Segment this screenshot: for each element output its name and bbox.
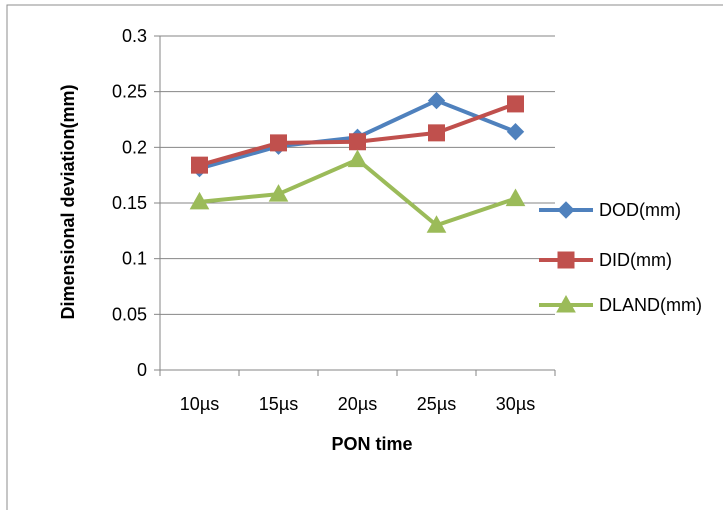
legend-marker [557,201,575,219]
series-did-mm [191,95,524,174]
data-point [506,123,525,141]
y-tick-label: 0 [137,360,147,380]
data-point [505,188,526,207]
y-axis-title: Dimensional deviation(mm) [58,84,78,319]
legend: DOD(mm) DID(mm) DLAND(mm) [539,200,702,315]
legend-label: DID(mm) [599,250,672,270]
chart-border [6,4,723,515]
x-tick-label: 20µs [338,394,377,414]
data-point [507,95,524,113]
x-tick-label: 10µs [180,394,219,414]
axes: 0 0.05 0.1 0.15 0.2 0.25 0.3 10µs 15µs 20µs 25µs 30… [112,26,556,414]
legend-item: DLAND(mm) [539,294,702,315]
y-tick-label: 0.2 [122,137,147,157]
y-tick-label: 0.3 [122,26,147,46]
x-tick-label: 30µs [496,394,535,414]
data-point [268,184,289,202]
legend-item: DID(mm) [539,250,672,270]
legend-label: DLAND(mm) [599,295,702,315]
y-tick-label: 0.15 [112,193,147,213]
data-point [349,133,366,151]
y-tick-label: 0.1 [122,249,147,269]
data-point [427,91,446,110]
x-tick-label: 15µs [259,394,298,414]
series-lines [189,91,526,233]
x-tick-label: 25µs [417,394,456,414]
y-tick-label: 0.05 [112,304,147,324]
data-point [191,156,208,174]
legend-marker [556,294,576,313]
gridlines [160,35,555,315]
data-point [428,124,445,142]
series-dland-mm [189,149,526,233]
legend-label: DOD(mm) [599,200,681,220]
data-point [270,134,287,152]
data-point [426,215,447,233]
x-axis-title: PON time [331,434,412,454]
legend-marker [557,251,575,269]
y-tick-label: 0.25 [112,82,147,102]
data-point [189,191,210,210]
data-point [347,149,368,168]
legend-item: DOD(mm) [539,200,681,220]
